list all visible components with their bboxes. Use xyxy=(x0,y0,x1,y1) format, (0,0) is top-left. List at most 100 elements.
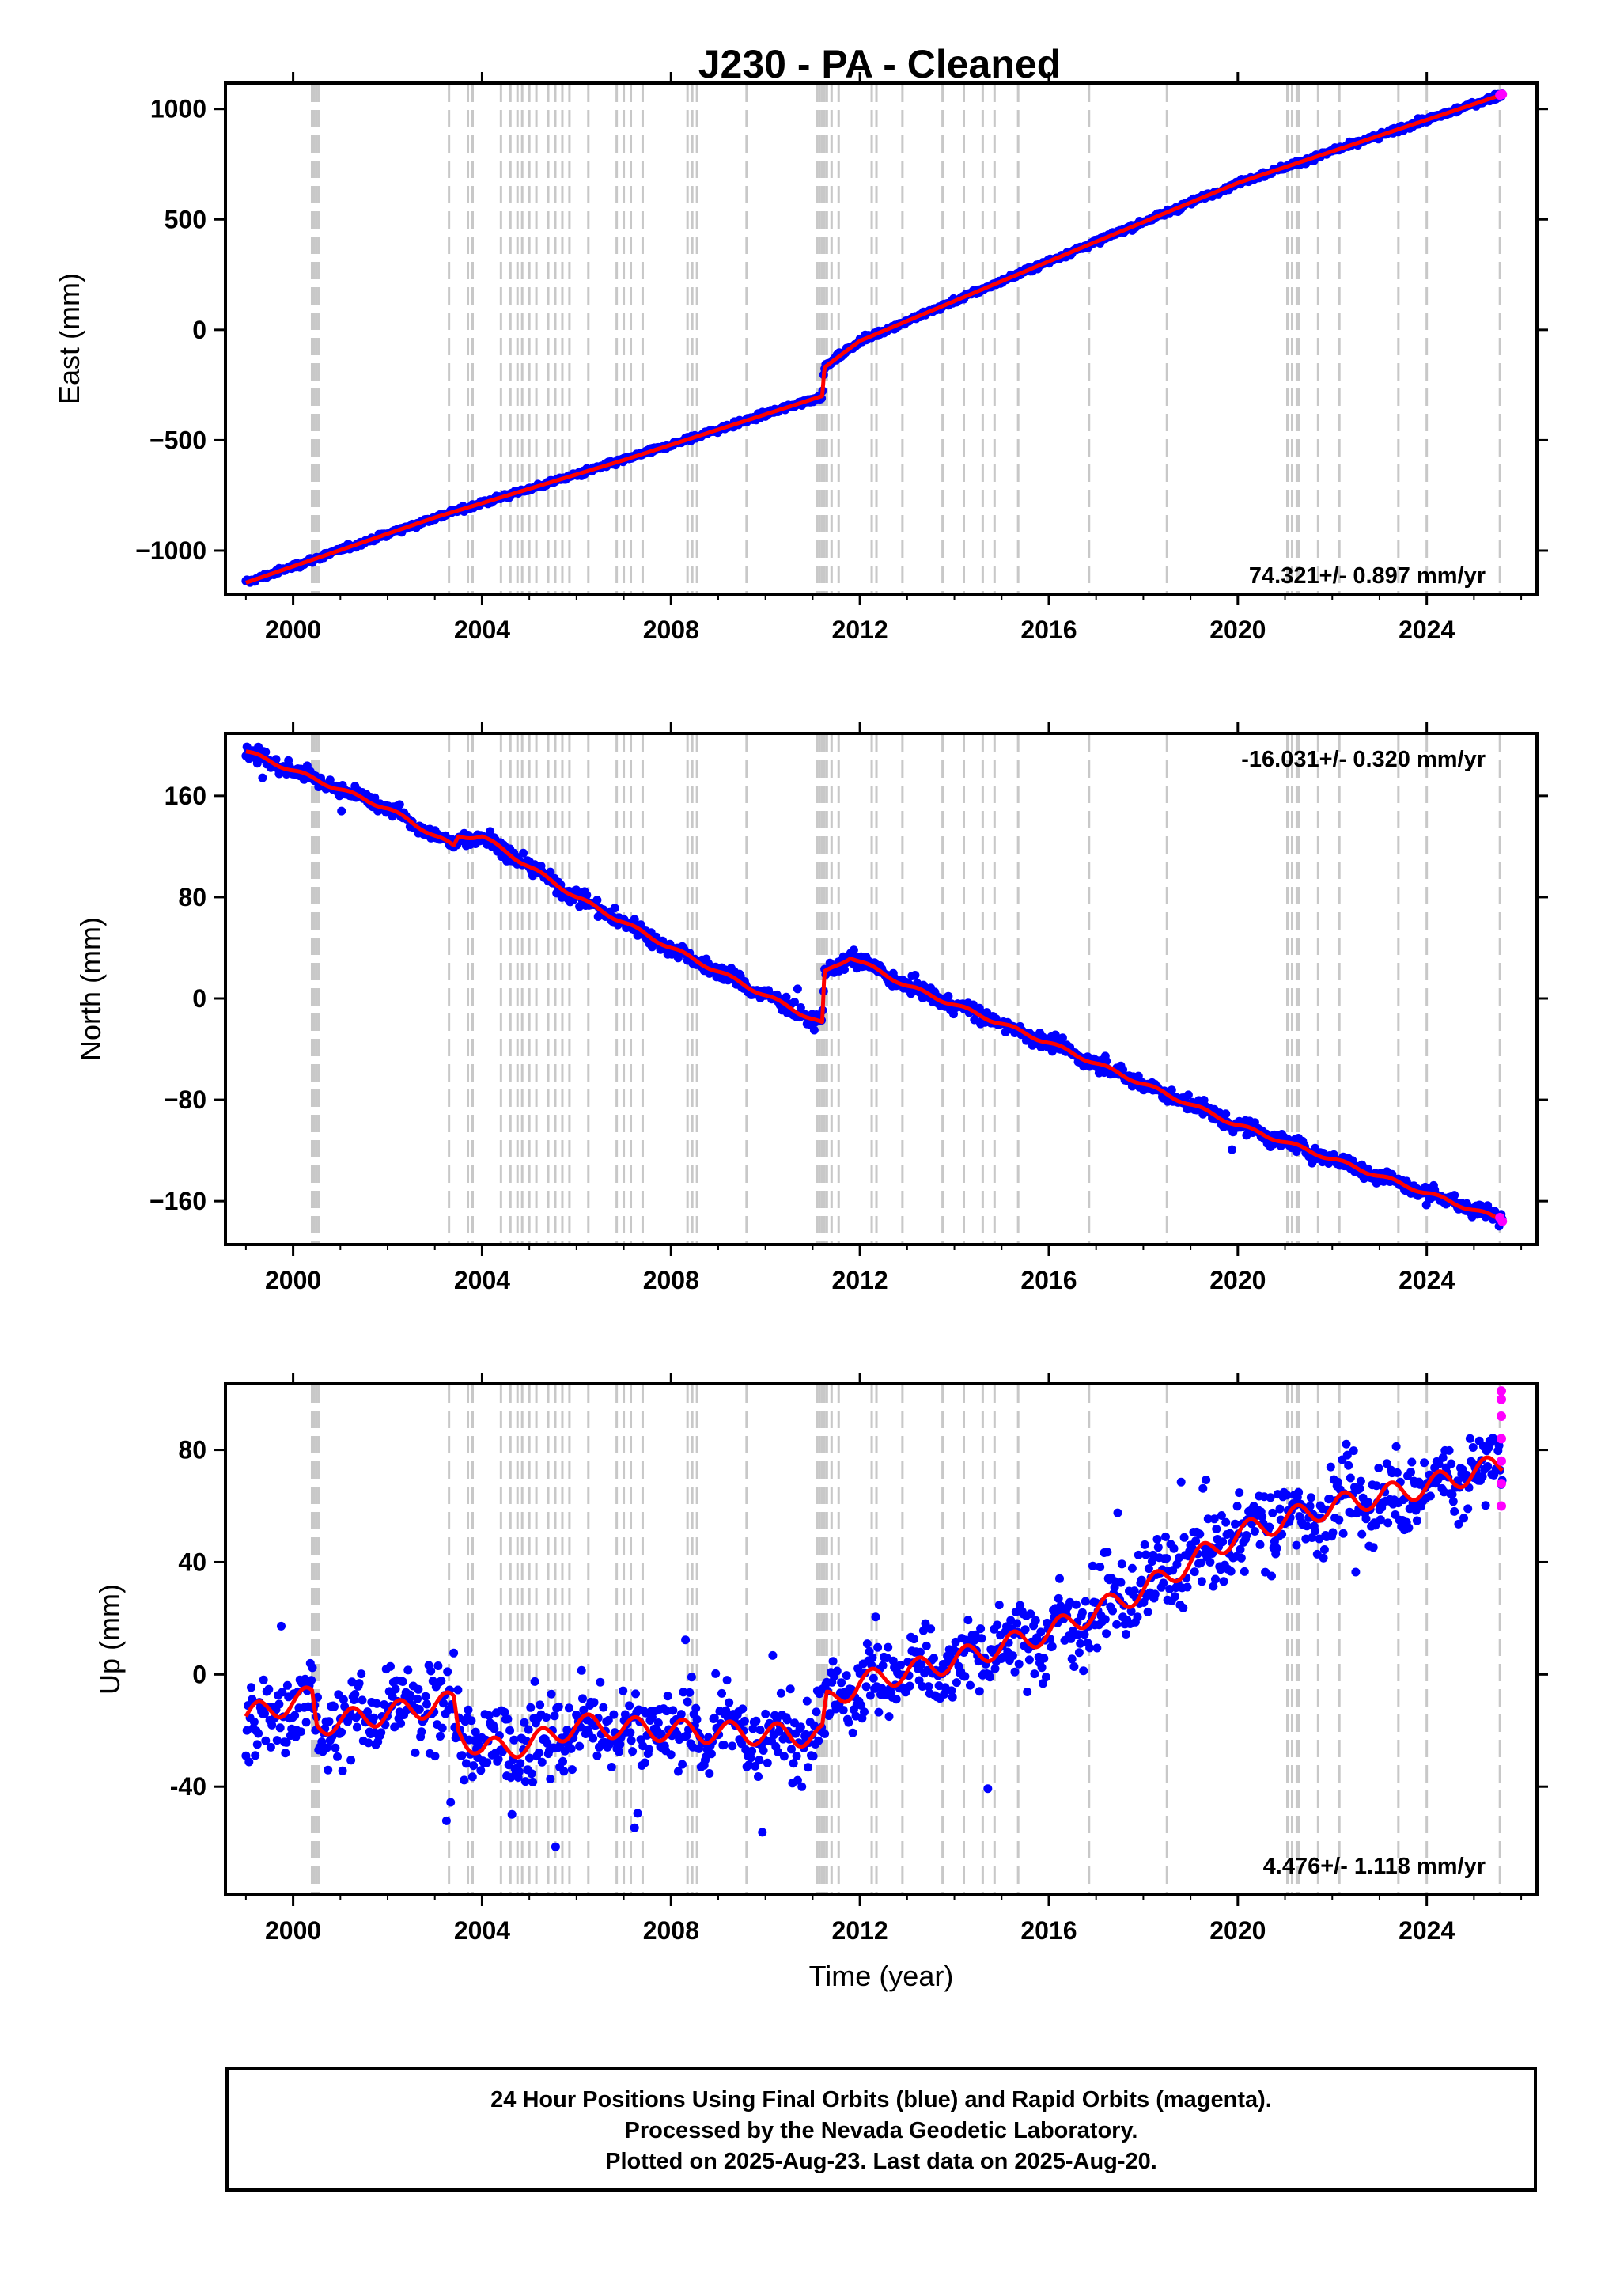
data-point xyxy=(550,1711,559,1721)
data-point xyxy=(1242,1531,1251,1540)
data-point xyxy=(758,1828,767,1837)
up-event-lines xyxy=(310,1385,1501,1893)
data-point xyxy=(471,1727,480,1737)
data-point xyxy=(437,1723,447,1733)
data-point xyxy=(1407,1457,1417,1467)
data-point xyxy=(1463,1504,1473,1514)
data-point xyxy=(793,984,802,994)
data-point xyxy=(1282,1491,1292,1500)
data-point xyxy=(1306,1493,1315,1502)
data-point xyxy=(1346,1473,1355,1483)
data-point xyxy=(1483,1462,1493,1471)
y-tick-label: 80 xyxy=(178,883,206,911)
data-point xyxy=(1211,1574,1220,1584)
footer-frame xyxy=(225,2067,1537,2192)
data-point xyxy=(1208,1549,1217,1558)
data-point xyxy=(1179,1533,1189,1542)
data-point xyxy=(1081,1597,1090,1606)
data-point xyxy=(338,1766,347,1775)
data-point xyxy=(1450,1191,1459,1200)
up-data-points xyxy=(241,1434,1507,1851)
data-point xyxy=(507,1809,517,1819)
x-tick-label: 2020 xyxy=(1209,616,1266,644)
data-point xyxy=(1334,1477,1342,1487)
data-point xyxy=(848,1728,857,1737)
data-point xyxy=(1067,1654,1077,1664)
data-point xyxy=(567,1765,577,1775)
data-point xyxy=(1080,1630,1089,1639)
data-point xyxy=(411,1748,420,1757)
data-point xyxy=(1240,1567,1249,1576)
data-point xyxy=(358,1695,367,1705)
data-point xyxy=(528,1777,537,1786)
data-point xyxy=(921,1619,930,1628)
data-point xyxy=(1191,1536,1201,1546)
data-point xyxy=(994,1601,1004,1610)
data-point xyxy=(592,896,602,905)
data-point xyxy=(577,1665,586,1675)
data-point xyxy=(1196,1558,1205,1567)
x-tick-label: 2024 xyxy=(1399,616,1455,644)
data-point xyxy=(516,1759,525,1768)
x-tick-label: 2024 xyxy=(1399,1266,1455,1294)
data-point xyxy=(1058,1033,1067,1043)
data-point xyxy=(1073,1630,1083,1639)
data-point xyxy=(692,1714,702,1724)
data-point xyxy=(910,1635,919,1644)
data-point xyxy=(888,1656,898,1665)
data-point xyxy=(1159,1578,1168,1588)
data-point xyxy=(820,1729,830,1738)
data-point xyxy=(1319,1545,1329,1554)
data-point xyxy=(1344,1461,1353,1470)
data-point xyxy=(347,1677,357,1687)
data-point xyxy=(546,1775,555,1783)
data-point xyxy=(787,1745,796,1754)
data-point xyxy=(737,1739,746,1749)
data-point xyxy=(1404,1523,1414,1533)
data-point xyxy=(728,1741,737,1751)
data-point xyxy=(278,1688,287,1697)
data-point xyxy=(768,1650,778,1660)
data-point xyxy=(785,1684,795,1694)
east-plot-frame xyxy=(224,81,1539,596)
data-point xyxy=(524,1725,533,1734)
data-point xyxy=(678,1760,687,1769)
data-point xyxy=(1351,1567,1361,1577)
data-point xyxy=(940,1690,949,1699)
up-plot-frame xyxy=(224,1382,1539,1896)
data-point xyxy=(1036,1627,1046,1637)
data-point xyxy=(1074,1648,1084,1658)
data-point xyxy=(706,1749,716,1759)
data-point xyxy=(837,1678,846,1688)
data-point xyxy=(272,1736,282,1745)
data-point xyxy=(542,1713,551,1722)
data-point xyxy=(645,1745,654,1754)
data-point xyxy=(1308,1533,1317,1542)
data-point xyxy=(1382,1459,1391,1468)
data-point xyxy=(317,1737,327,1746)
data-point xyxy=(1020,1625,1030,1635)
data-point xyxy=(282,1680,292,1690)
data-point xyxy=(443,1667,452,1677)
data-point xyxy=(1368,1543,1378,1552)
x-tick-label: 2024 xyxy=(1399,1916,1455,1945)
data-point xyxy=(1205,1558,1215,1567)
data-point xyxy=(301,1718,311,1727)
data-point xyxy=(357,1669,366,1679)
data-point xyxy=(812,1707,821,1717)
data-point xyxy=(1127,1563,1137,1573)
data-point xyxy=(975,1687,984,1696)
data-point xyxy=(849,945,858,955)
data-point xyxy=(626,1736,636,1745)
data-point xyxy=(615,1740,625,1749)
data-point xyxy=(261,748,271,756)
data-point xyxy=(426,1666,436,1676)
data-point xyxy=(1072,1600,1081,1609)
data-point xyxy=(536,1700,545,1710)
y-tick-label: 0 xyxy=(192,984,206,1013)
data-point xyxy=(648,1713,657,1722)
rapid-point xyxy=(1497,1394,1507,1404)
data-point xyxy=(559,1767,569,1776)
data-point xyxy=(814,1736,823,1745)
data-point xyxy=(1203,1514,1213,1524)
